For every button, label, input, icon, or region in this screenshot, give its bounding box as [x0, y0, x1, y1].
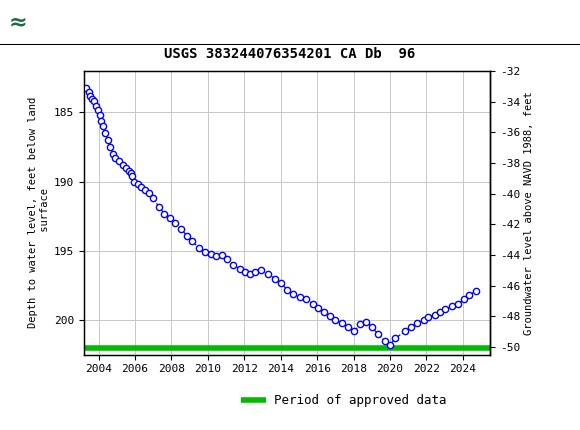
Y-axis label: Groundwater level above NAVD 1988, feet: Groundwater level above NAVD 1988, feet [524, 91, 534, 335]
Text: Period of approved data: Period of approved data [274, 393, 446, 407]
Text: ≈: ≈ [9, 12, 27, 33]
Text: USGS 383244076354201 CA Db  96: USGS 383244076354201 CA Db 96 [164, 47, 416, 61]
Y-axis label: Depth to water level, feet below land
 surface: Depth to water level, feet below land su… [28, 97, 50, 329]
Text: USGS: USGS [49, 12, 104, 31]
Bar [6, 4, 58, 41]
